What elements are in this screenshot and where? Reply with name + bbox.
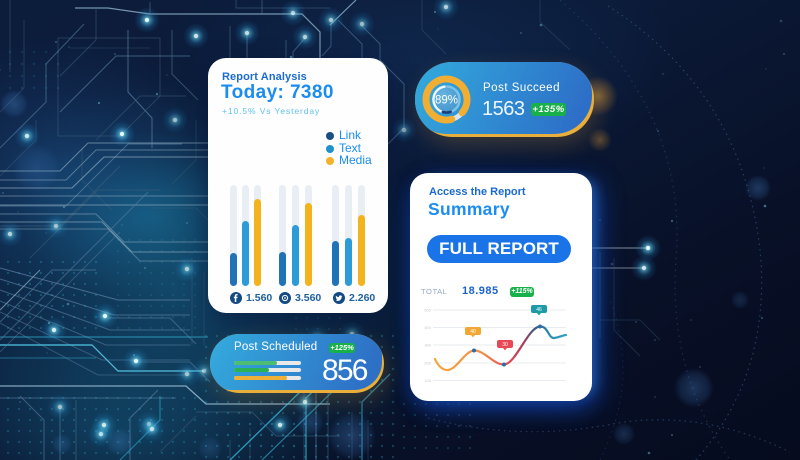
svg-text:200: 200	[424, 361, 431, 366]
svg-text:100: 100	[424, 378, 431, 383]
svg-text:500: 500	[424, 308, 431, 313]
svg-text:400: 400	[424, 325, 431, 330]
svg-text:30: 30	[502, 342, 508, 348]
svg-text:300: 300	[424, 343, 431, 348]
svg-text:40: 40	[470, 329, 476, 335]
svg-text:46: 46	[536, 307, 542, 313]
svg-text:89%: 89%	[435, 95, 458, 107]
